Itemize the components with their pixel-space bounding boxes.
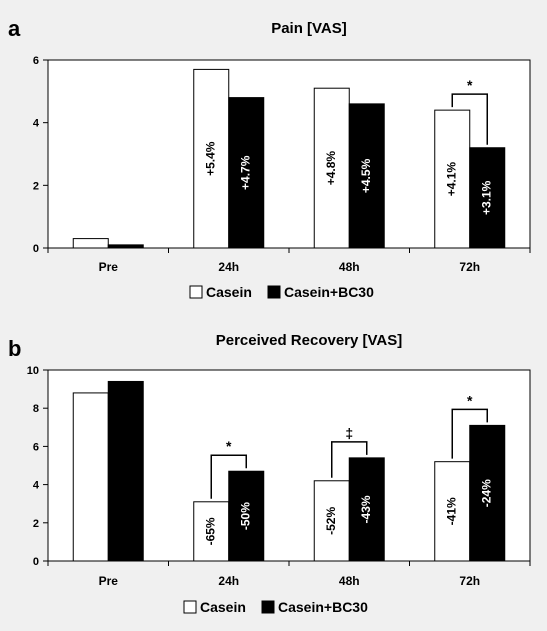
x-tick-label: Pre: [99, 260, 119, 274]
significance-bracket: [331, 441, 368, 478]
bar: [107, 244, 144, 249]
legend-swatch: [189, 285, 203, 299]
data-label: -50%: [238, 502, 252, 530]
data-label: -43%: [359, 495, 373, 523]
bar: [228, 470, 265, 562]
legend-swatch: [261, 600, 275, 614]
x-tick-label: 48h: [339, 260, 360, 274]
data-label: -52%: [324, 507, 338, 535]
legend-label: Casein+BC30: [278, 599, 368, 615]
legend-label: Casein+BC30: [284, 284, 374, 300]
chart-title: Perceived Recovery [VAS]: [216, 332, 402, 349]
data-label: -41%: [444, 497, 458, 525]
bar: [434, 109, 471, 249]
x-tick-label: Pre: [99, 574, 119, 588]
bar: [72, 238, 109, 249]
significance-marker: *: [467, 392, 473, 408]
y-tick-label: 4: [33, 480, 40, 492]
y-tick-label: 0: [33, 556, 39, 568]
legend-swatch: [267, 285, 281, 299]
bar: [469, 147, 506, 249]
significance-bracket: [210, 454, 247, 499]
data-label: +4.1%: [444, 162, 458, 197]
x-tick-label: 72h: [459, 574, 480, 588]
y-tick-label: 6: [33, 441, 39, 453]
data-label: +4.5%: [359, 158, 373, 193]
bar: [313, 480, 350, 562]
bar: [469, 424, 506, 562]
y-tick-label: 4: [33, 118, 40, 130]
x-tick-label: 48h: [339, 574, 360, 588]
bar: [228, 97, 265, 249]
bar: [348, 457, 385, 562]
significance-bracket: [451, 408, 488, 459]
y-tick-label: 2: [33, 518, 39, 530]
legend-label: Casein: [206, 284, 252, 300]
y-tick-label: 2: [33, 180, 39, 192]
bar: [72, 392, 109, 562]
chart-title: Pain [VAS]: [271, 20, 347, 37]
data-label: +5.4%: [203, 141, 217, 176]
bar: [313, 87, 350, 249]
significance-bracket: [451, 93, 488, 145]
bar: [348, 103, 385, 249]
data-label: +4.8%: [324, 151, 338, 186]
y-tick-label: 10: [27, 365, 39, 377]
panel-a: a Pain [VAS] 0 2 4 6 Pre 24h +5.4% +4.7% 48h +4.8% +…: [8, 16, 531, 300]
y-tick-label: 6: [33, 55, 39, 67]
data-label: +4.7%: [238, 155, 252, 190]
bar: [107, 380, 144, 562]
bar: [434, 461, 471, 562]
significance-marker: *: [226, 438, 232, 454]
x-tick-label: 24h: [218, 260, 239, 274]
y-tick-label: 8: [33, 403, 39, 415]
legend-swatch: [183, 600, 197, 614]
data-label: -65%: [203, 517, 217, 545]
x-tick-label: 24h: [218, 574, 239, 588]
panel-b: b Perceived Recovery [VAS] 0 2 4 6 8 10 Pre 24h -6…: [8, 332, 531, 615]
significance-marker: ‡: [345, 425, 353, 441]
x-tick-label: 72h: [459, 260, 480, 274]
legend-label: Casein: [200, 599, 246, 615]
significance-marker: *: [467, 77, 473, 93]
y-tick-label: 0: [33, 243, 39, 255]
panel-letter: a: [8, 16, 21, 41]
panel-letter: b: [8, 336, 21, 361]
data-label: +3.1%: [479, 180, 493, 215]
data-label: -24%: [479, 479, 493, 507]
